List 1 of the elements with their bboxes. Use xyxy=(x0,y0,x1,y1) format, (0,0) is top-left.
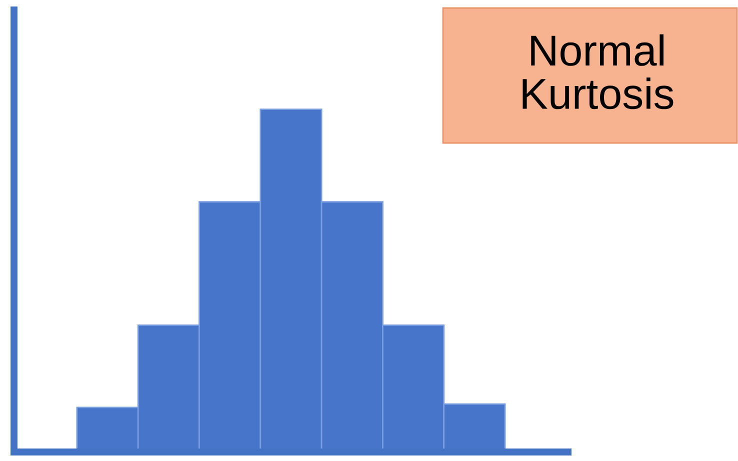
text: Normal Kurtosis xyxy=(522,34,674,110)
